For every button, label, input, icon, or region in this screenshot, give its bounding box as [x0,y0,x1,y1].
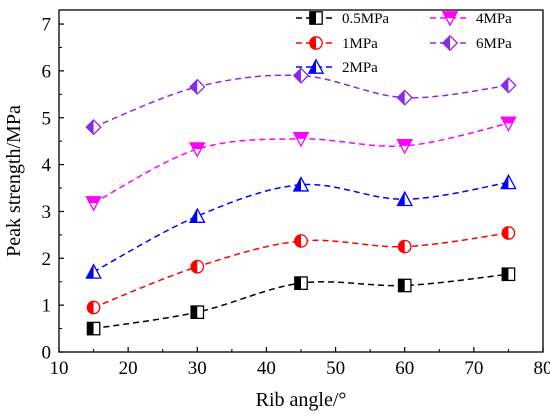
data-point-2MPa-60 [398,192,412,205]
y-tick-label: 4 [42,155,52,176]
legend-item-4MPa: 4MPa [430,11,512,27]
x-tick-label: 30 [188,358,207,379]
data-point-4MPa-15 [86,197,100,210]
x-tick-label: 70 [464,358,483,379]
legend-item-1MPa: 1MPa [296,36,378,52]
x-axis-label: Rib angle/° [256,389,347,411]
legend-label: 2MPa [342,60,378,76]
data-point-1MPa-15 [87,301,99,313]
data-point-0.5MPa-75 [502,268,514,280]
y-tick-label: 2 [42,249,52,270]
x-tick-label: 10 [50,358,69,379]
data-point-6MPa-15 [86,120,100,134]
legend-marker [310,12,322,24]
data-point-0.5MPa-30 [191,306,203,318]
legend-item-2MPa: 2MPa [296,60,378,76]
fit-curve-2MPa [94,182,509,271]
data-point-0.5MPa-15 [87,322,99,334]
legend-marker [310,37,322,49]
axis-ticks: 10 20 30 40 50 60 70 80 0 1 2 3 4 5 6 7 [42,15,550,379]
legend-marker [443,36,457,50]
data-point-2MPa-75 [501,175,515,188]
x-tick-label: 50 [326,358,345,379]
legend-label: 1MPa [342,36,378,52]
y-tick-label: 0 [42,343,52,364]
y-tick-label: 3 [42,202,52,223]
legend-label: 4MPa [476,11,512,27]
legend: 0.5MPa 1MPa 2MPa 4MPa 6MPa [296,11,512,76]
legend-item-6MPa: 6MPa [430,36,512,52]
data-point-1MPa-45 [295,235,307,247]
data-point-4MPa-30 [190,143,204,156]
legend-label: 6MPa [476,36,512,52]
data-point-1MPa-75 [502,227,514,239]
data-point-6MPa-75 [501,78,515,92]
data-point-2MPa-15 [86,265,100,278]
data-point-6MPa-60 [398,90,412,104]
data-point-0.5MPa-60 [399,279,411,291]
legend-item-0.5MPa: 0.5MPa [296,11,389,27]
legend-label: 0.5MPa [342,11,389,27]
data-point-6MPa-30 [190,80,204,94]
fit-curves [94,75,509,328]
data-point-4MPa-75 [501,117,515,130]
data-point-0.5MPa-45 [295,277,307,289]
x-tick-label: 20 [119,358,138,379]
y-tick-label: 6 [42,61,52,82]
y-tick-label: 1 [42,296,52,317]
data-point-6MPa-45 [294,68,308,82]
y-tick-label: 7 [42,15,52,36]
data-markers [86,68,515,334]
x-tick-label: 80 [534,358,550,379]
data-point-4MPa-45 [294,133,308,146]
x-tick-label: 40 [257,358,276,379]
data-point-1MPa-30 [191,261,203,273]
y-tick-label: 5 [42,108,52,129]
data-point-1MPa-60 [399,240,411,252]
y-axis-label: Peak strength/MPa [3,105,25,257]
x-tick-label: 60 [395,358,414,379]
data-point-2MPa-30 [190,209,204,222]
